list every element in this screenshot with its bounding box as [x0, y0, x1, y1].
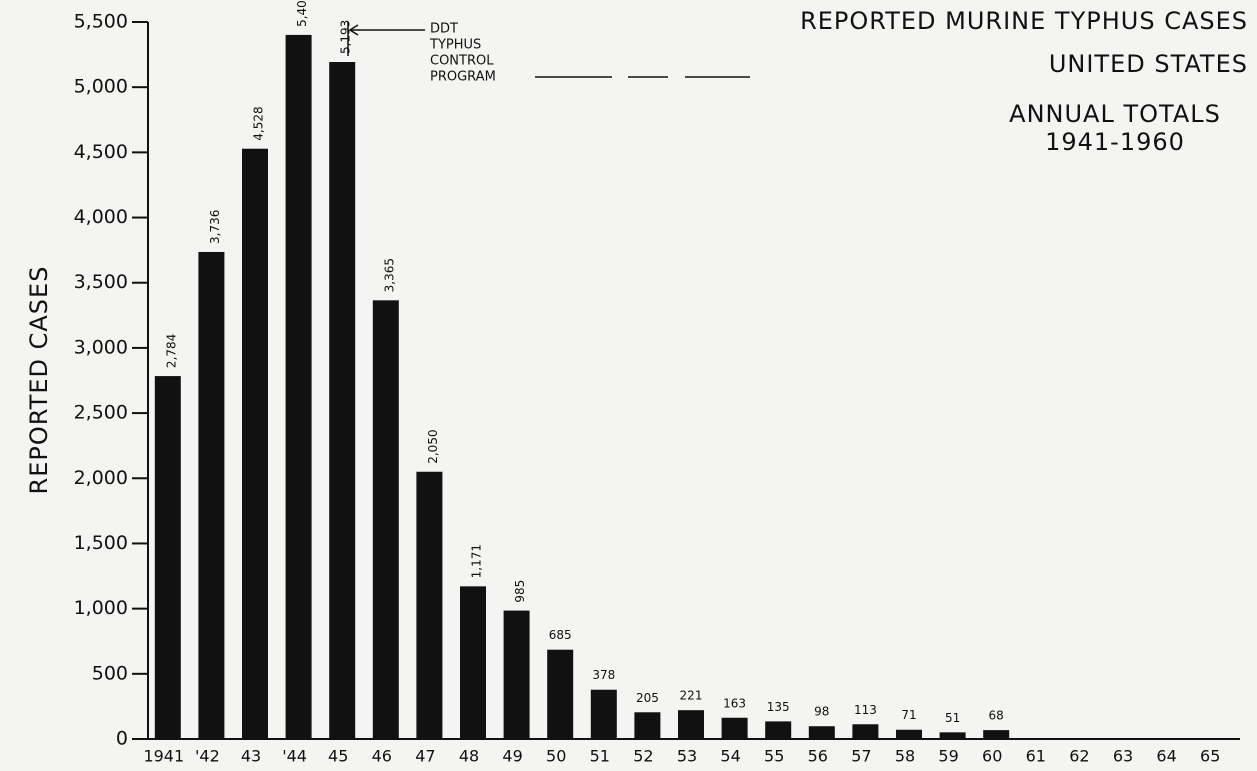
y-tick-label: 0	[116, 728, 128, 750]
value-label: 3,365	[382, 258, 396, 292]
x-tick-label: 61	[1026, 747, 1046, 766]
value-label: 221	[680, 689, 703, 703]
chart-subtitle: 1941-1960	[1045, 128, 1185, 156]
value-label: 51	[945, 711, 960, 725]
bar	[765, 721, 792, 739]
x-tick-label: 48	[459, 747, 479, 766]
bar	[329, 62, 356, 740]
chart-title: REPORTED MURINE TYPHUS CASES	[800, 7, 1248, 35]
x-tick-label: 49	[502, 747, 522, 766]
bar	[242, 148, 268, 740]
x-tick-label: 53	[677, 747, 697, 766]
x-tick-label: 65	[1200, 747, 1220, 766]
value-label: 113	[854, 703, 877, 717]
y-tick-label: 4,500	[74, 141, 128, 163]
bar	[503, 610, 530, 739]
value-label: 1,171	[470, 544, 484, 578]
x-tick-label: 59	[938, 747, 958, 766]
bar	[416, 471, 443, 739]
bar	[896, 729, 922, 739]
y-tick-label: 1,500	[74, 532, 128, 554]
bar	[590, 689, 617, 739]
y-tick-label: 5,000	[74, 76, 128, 98]
y-tick-label: 1,000	[74, 597, 128, 619]
annotation: CONTROL	[430, 54, 494, 69]
y-tick-label: 500	[92, 662, 128, 684]
value-label: 163	[723, 696, 746, 710]
x-tick-label: 55	[764, 747, 784, 766]
x-tick-label: 1941	[143, 747, 184, 766]
value-label: 2,784	[164, 334, 178, 368]
x-tick-label: 54	[720, 747, 740, 766]
annotation: DDT	[430, 22, 458, 37]
annotation: PROGRAM	[430, 70, 496, 85]
value-label: 71	[901, 708, 916, 722]
y-tick-label: 2,500	[74, 402, 128, 424]
value-label: 5,401	[295, 0, 309, 27]
x-tick-label: 58	[895, 747, 915, 766]
bar	[547, 649, 574, 739]
chart-subtitle: ANNUAL TOTALS	[1009, 100, 1221, 128]
y-tick-label: 4,000	[74, 206, 128, 228]
value-label: 5,193	[339, 20, 353, 54]
y-tick-label: 3,000	[74, 336, 128, 358]
y-tick-label: 5,500	[74, 11, 128, 33]
bar	[460, 586, 486, 739]
value-label: 685	[549, 628, 572, 642]
x-tick-label: 64	[1156, 747, 1176, 766]
x-tick-label: 51	[590, 747, 610, 766]
bar	[372, 300, 399, 739]
x-tick-label: 50	[546, 747, 566, 766]
value-label: 3,736	[208, 210, 222, 244]
x-tick-label: '42	[195, 747, 220, 766]
bar	[285, 34, 312, 739]
chart-title: UNITED STATES	[1049, 50, 1248, 78]
x-tick-label: 63	[1113, 747, 1133, 766]
x-tick-label: 43	[241, 747, 261, 766]
x-tick-label: 56	[808, 747, 828, 766]
bar	[678, 710, 704, 739]
value-label: 98	[814, 705, 829, 719]
x-tick-label: 52	[633, 747, 653, 766]
bar	[154, 376, 181, 739]
annotation: TYPHUS	[429, 38, 481, 53]
bar	[983, 730, 1010, 739]
bar	[852, 724, 879, 739]
x-tick-label: 60	[982, 747, 1002, 766]
value-label: 378	[592, 668, 615, 682]
bar	[939, 732, 966, 739]
x-tick-label: 62	[1069, 747, 1089, 766]
value-label: 2,050	[426, 429, 440, 463]
y-tick-label: 2,000	[74, 467, 128, 489]
x-tick-label: '44	[282, 747, 307, 766]
value-label: 68	[989, 709, 1004, 723]
bar	[721, 717, 748, 739]
annotation-arrow	[347, 22, 750, 78]
y-axis-label: REPORTED CASES	[25, 266, 53, 495]
value-label: 135	[767, 700, 790, 714]
y-tick-label: 3,500	[74, 271, 128, 293]
x-tick-label: 46	[372, 747, 392, 766]
x-tick-label: 57	[851, 747, 871, 766]
bar	[634, 712, 661, 739]
bar	[808, 726, 835, 739]
x-tick-label: 45	[328, 747, 348, 766]
bar	[198, 251, 225, 739]
value-label: 205	[636, 691, 659, 705]
x-tick-label: 47	[415, 747, 435, 766]
value-label: 4,528	[252, 106, 266, 140]
value-label: 985	[513, 580, 527, 603]
